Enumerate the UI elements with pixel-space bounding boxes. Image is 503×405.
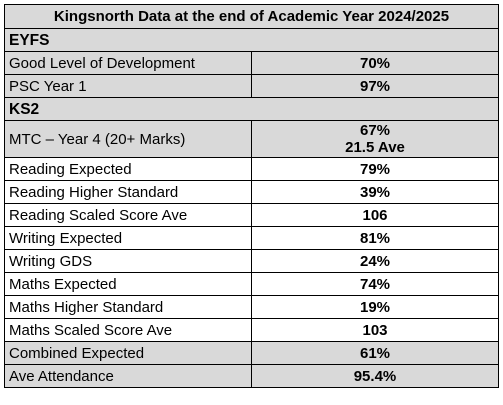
- row-value: 70%: [251, 51, 499, 75]
- table-row: Reading Higher Standard 39%: [4, 180, 499, 204]
- row-label: MTC – Year 4 (20+ Marks): [4, 120, 252, 158]
- row-value: 39%: [251, 180, 499, 204]
- section-title: KS2: [4, 97, 499, 121]
- table-title-row: Kingsnorth Data at the end of Academic Y…: [4, 4, 499, 29]
- row-value: 67% 21.5 Ave: [251, 120, 499, 158]
- row-value-line: 67%: [359, 122, 391, 139]
- row-value: 74%: [251, 272, 499, 296]
- table-row: PSC Year 1 97%: [4, 74, 499, 98]
- table-title: Kingsnorth Data at the end of Academic Y…: [4, 4, 499, 29]
- row-value: 97%: [251, 74, 499, 98]
- row-label: Writing GDS: [4, 249, 252, 273]
- row-label: Reading Higher Standard: [4, 180, 252, 204]
- row-value: 106: [251, 203, 499, 227]
- table-row: MTC – Year 4 (20+ Marks) 67% 21.5 Ave: [4, 120, 499, 158]
- row-value: 81%: [251, 226, 499, 250]
- row-label: Good Level of Development: [4, 51, 252, 75]
- row-label: Combined Expected: [4, 341, 252, 365]
- row-label: PSC Year 1: [4, 74, 252, 98]
- section-header-eyfs: EYFS: [4, 28, 499, 52]
- row-label: Reading Expected: [4, 157, 252, 181]
- table-row: Ave Attendance 95.4%: [4, 364, 499, 388]
- table-row: Maths Scaled Score Ave 103: [4, 318, 499, 342]
- row-value-line: 21.5 Ave: [345, 139, 405, 156]
- row-label: Writing Expected: [4, 226, 252, 250]
- table-row: Maths Expected 74%: [4, 272, 499, 296]
- table-row: Combined Expected 61%: [4, 341, 499, 365]
- row-label: Maths Scaled Score Ave: [4, 318, 252, 342]
- section-title: EYFS: [4, 28, 499, 52]
- kingsnorth-data-table: Kingsnorth Data at the end of Academic Y…: [4, 4, 499, 388]
- row-label: Reading Scaled Score Ave: [4, 203, 252, 227]
- row-value: 19%: [251, 295, 499, 319]
- table-row: Reading Expected 79%: [4, 157, 499, 181]
- table-row: Good Level of Development 70%: [4, 51, 499, 75]
- row-value: 61%: [251, 341, 499, 365]
- row-label: Maths Higher Standard: [4, 295, 252, 319]
- table-row: Reading Scaled Score Ave 106: [4, 203, 499, 227]
- row-label: Maths Expected: [4, 272, 252, 296]
- table-row: Writing Expected 81%: [4, 226, 499, 250]
- row-value: 79%: [251, 157, 499, 181]
- row-value: 24%: [251, 249, 499, 273]
- row-label: Ave Attendance: [4, 364, 252, 388]
- row-value: 103: [251, 318, 499, 342]
- table-row: Maths Higher Standard 19%: [4, 295, 499, 319]
- row-value: 95.4%: [251, 364, 499, 388]
- table-row: Writing GDS 24%: [4, 249, 499, 273]
- section-header-ks2: KS2: [4, 97, 499, 121]
